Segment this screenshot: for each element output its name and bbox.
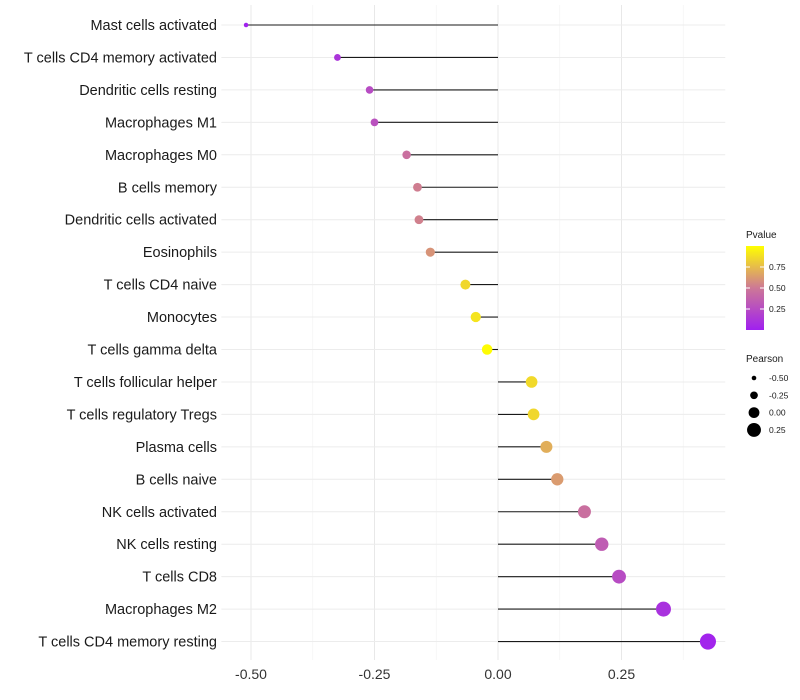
label-nk-cells-activated: NK cells activated (102, 505, 217, 521)
pvalue-tick-label: 0.75 (769, 262, 786, 272)
label-t-cells-cd4-memory-resting: T cells CD4 memory resting (38, 635, 217, 651)
label-plasma-cells: Plasma cells (136, 440, 217, 456)
pearson-legend-label: -0.50 (769, 373, 789, 383)
label-macrophages-m2: Macrophages M2 (105, 602, 217, 618)
pearson-legend-title: Pearson (746, 354, 783, 365)
x-axis-ticks: -0.50 -0.25 0.00 0.25 (235, 666, 635, 682)
pearson-legend-label: 0.25 (769, 425, 786, 435)
point-t-cells-cd8 (612, 569, 626, 584)
label-macrophages-m0: Macrophages M0 (105, 148, 217, 164)
pvalue-tick-label: 0.25 (769, 304, 786, 314)
pvalue-legend: Pvalue 0.75 0.50 0.25 (746, 230, 786, 330)
label-t-cells-cd4-memory-activated: T cells CD4 memory activated (24, 50, 217, 66)
pearson-legend-dot (751, 375, 757, 381)
grid-lines (221, 5, 726, 660)
label-t-cells-regulatory-tregs: T cells regulatory Tregs (67, 407, 217, 423)
point-macrophages-m2 (656, 601, 671, 617)
pvalue-legend-ticks: 0.75 0.50 0.25 (746, 262, 786, 314)
point-b-cells-naive (551, 473, 564, 486)
point-nk-cells-resting (595, 537, 609, 551)
x-tick-label: 0.25 (608, 666, 635, 682)
point-nk-cells-activated (577, 505, 591, 519)
label-dendritic-cells-resting: Dendritic cells resting (79, 83, 217, 99)
label-b-cells-naive: B cells naive (136, 472, 217, 488)
point-dendritic-cells-activated (414, 215, 424, 225)
pearson-legend: Pearson -0.50 -0.25 0.00 0.25 (746, 354, 789, 437)
label-t-cells-cd4-naive: T cells CD4 naive (104, 278, 217, 294)
pearson-legend-label: -0.25 (769, 390, 789, 400)
label-monocytes: Monocytes (147, 310, 217, 326)
point-t-cells-cd4-naive (460, 279, 471, 290)
point-t-cells-follicular-helper (525, 376, 538, 388)
lollipop-points (243, 22, 716, 650)
label-t-cells-gamma-delta: T cells gamma delta (88, 343, 218, 359)
point-macrophages-m0 (402, 150, 411, 160)
label-mast-cells-activated: Mast cells activated (90, 18, 217, 34)
label-t-cells-follicular-helper: T cells follicular helper (74, 375, 217, 391)
label-eosinophils: Eosinophils (143, 245, 217, 261)
pvalue-legend-title: Pvalue (746, 230, 777, 241)
label-nk-cells-resting: NK cells resting (116, 537, 217, 553)
x-tick-label: -0.25 (359, 666, 391, 682)
y-axis-labels: Mast cells activated T cells CD4 memory a… (24, 18, 218, 651)
point-t-cells-cd4-memory-resting (699, 633, 716, 650)
pearson-legend-dot (747, 422, 761, 437)
pearson-legend-items: -0.50 -0.25 0.00 0.25 (747, 373, 789, 437)
x-tick-label: 0.00 (484, 666, 511, 682)
label-macrophages-m1: Macrophages M1 (105, 115, 217, 131)
pearson-legend-label: 0.00 (769, 408, 786, 418)
x-tick-label: -0.50 (235, 666, 267, 682)
pearson-legend-dot (748, 407, 760, 419)
lollipop-stems (246, 24, 708, 643)
point-mast-cells-activated (243, 22, 249, 28)
point-t-cells-cd4-memory-activated (334, 54, 341, 61)
point-eosinophils (425, 247, 435, 257)
pvalue-colorbar (746, 246, 764, 330)
point-monocytes (470, 311, 481, 323)
label-t-cells-cd8: T cells CD8 (142, 570, 217, 586)
point-t-cells-gamma-delta (481, 344, 493, 355)
point-b-cells-memory (413, 182, 422, 192)
label-b-cells-memory: B cells memory (118, 180, 218, 196)
point-plasma-cells (540, 440, 553, 453)
point-dendritic-cells-resting (365, 86, 374, 94)
point-macrophages-m1 (370, 118, 379, 127)
pvalue-tick-label: 0.50 (769, 283, 786, 293)
pearson-legend-dot (750, 391, 758, 400)
label-dendritic-cells-activated: Dendritic cells activated (65, 213, 217, 229)
point-t-cells-regulatory-tregs (527, 408, 540, 421)
